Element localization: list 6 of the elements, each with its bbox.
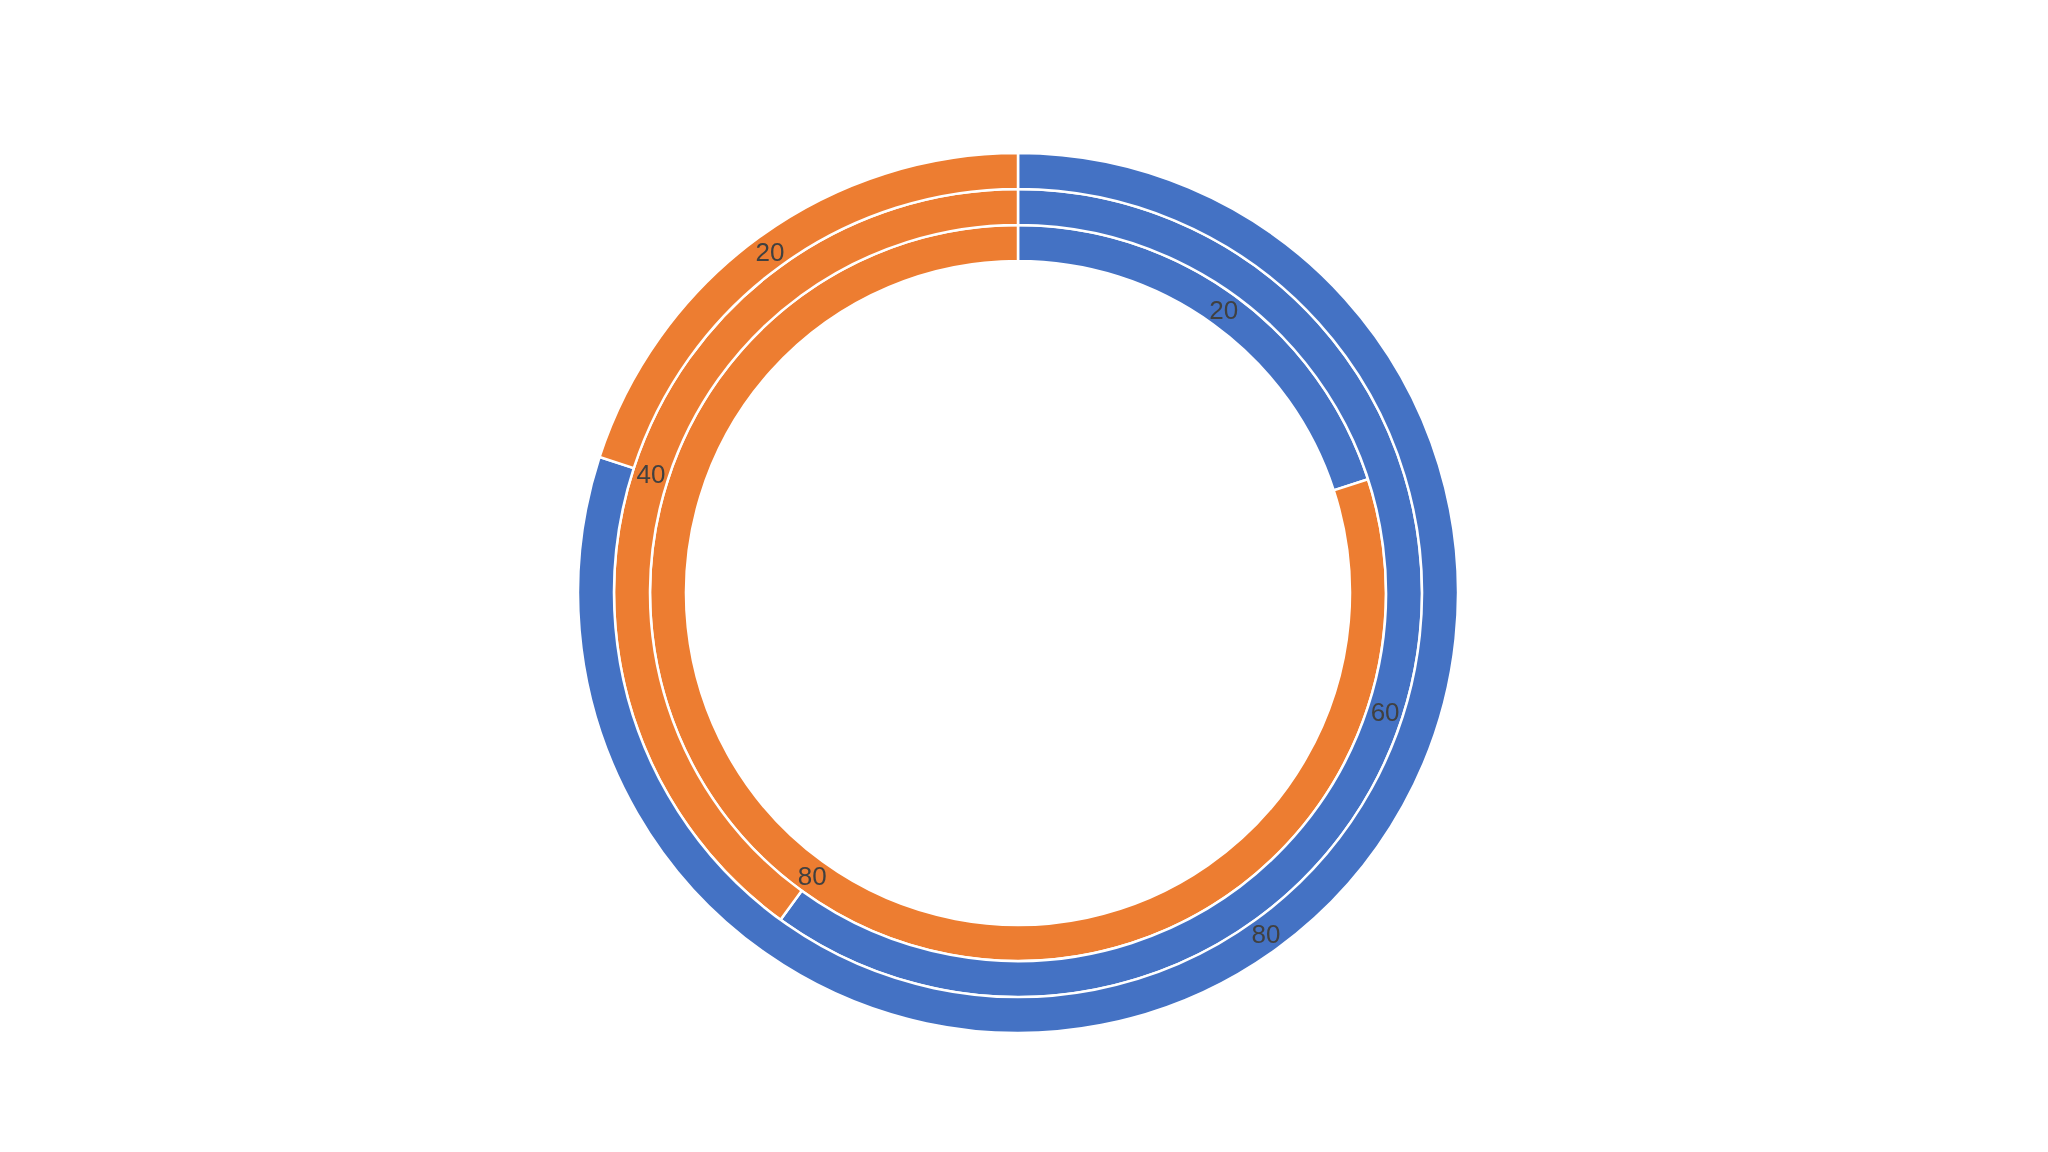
data-label: 60	[1370, 697, 1400, 728]
data-label: 40	[636, 458, 666, 489]
data-label: 80	[797, 861, 827, 892]
data-label: 20	[755, 236, 785, 267]
data-label: 20	[1209, 294, 1239, 325]
data-label: 80	[1251, 919, 1281, 950]
